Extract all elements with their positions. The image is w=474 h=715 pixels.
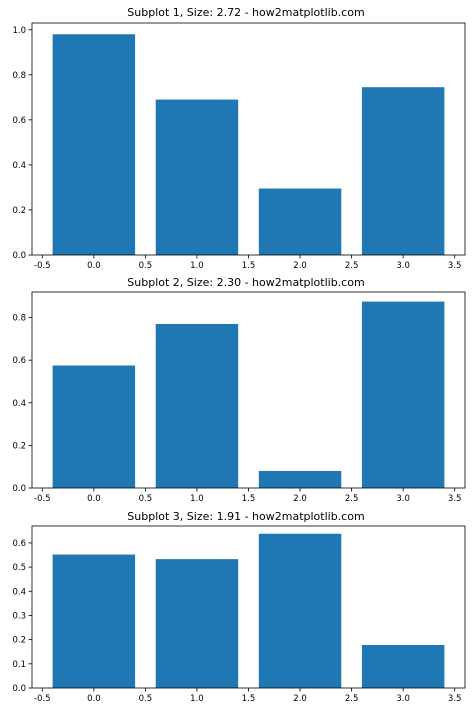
y-tick-label: 0.0 [12,251,26,261]
y-tick-label: 0.3 [12,611,26,621]
y-tick-label: 0.0 [12,684,26,694]
subplot-3-xticks: -0.5 0.0 0.5 1.0 1.5 2.0 2.5 3.0 3.5 [34,688,461,704]
y-tick-label: 0.6 [12,356,26,366]
subplot-2-yticks: 0.0 0.2 0.4 0.6 0.8 [12,314,32,494]
bar [258,470,342,488]
subplot-3-yticks: 0.0 0.1 0.2 0.3 0.4 0.5 0.6 [12,539,32,694]
bar [258,533,342,688]
y-tick-label: 0.4 [12,587,26,597]
subplot-3-frame [31,525,466,689]
subplot-3-title: Subplot 3, Size: 1.91 - how2matplotlib.c… [127,510,364,523]
subplot-2-title: Subplot 2, Size: 2.30 - how2matplotlib.c… [127,276,364,289]
x-tick-label: 2.0 [293,261,307,271]
x-tick-label: 0.5 [139,694,153,704]
x-tick-label: -0.5 [34,261,51,271]
x-tick-label: 3.0 [396,694,410,704]
bar [52,554,136,688]
x-tick-label: 0.0 [87,494,101,504]
x-tick-label: 1.0 [190,494,204,504]
bar [361,87,445,255]
x-tick-label: 0.0 [87,694,101,704]
x-tick-label: 1.0 [190,261,204,271]
subplot-2-frame [31,291,466,489]
y-tick-label: 0.4 [12,399,26,409]
subplot-3-bars [52,533,445,688]
bar [155,559,239,688]
subplot-2: Subplot 2, Size: 2.30 - how2matplotlib.c… [12,276,466,504]
bar [52,365,136,488]
subplot-3: Subplot 3, Size: 1.91 - how2matplotlib.c… [12,510,466,704]
x-tick-label: 0.0 [87,261,101,271]
subplot-1: Subplot 1, Size: 2.72 - how2matplotlib.c… [12,6,466,271]
x-tick-label: 1.5 [242,494,256,504]
y-tick-label: 0.5 [12,563,26,573]
y-tick-label: 0.0 [12,484,26,494]
x-tick-label: 3.0 [396,261,410,271]
y-tick-label: 0.2 [12,636,26,646]
y-tick-label: 0.2 [12,441,26,451]
y-tick-label: 0.1 [12,660,26,670]
x-tick-label: 2.0 [293,694,307,704]
x-tick-label: 0.5 [139,261,153,271]
x-tick-label: 3.5 [448,261,462,271]
x-tick-label: 1.0 [190,694,204,704]
y-tick-label: 1.0 [12,26,26,36]
subplot-1-bars [52,34,445,256]
x-tick-label: 2.5 [345,494,359,504]
bar [155,99,239,256]
bar [361,301,445,488]
x-tick-label: 1.5 [242,694,256,704]
x-tick-label: 3.5 [448,694,462,704]
bar [155,323,239,488]
x-tick-label: -0.5 [34,694,51,704]
y-tick-label: 0.6 [12,116,26,126]
y-tick-label: 0.8 [12,314,26,324]
x-tick-label: 1.5 [242,261,256,271]
bar [258,188,342,255]
x-tick-label: 3.5 [448,494,462,504]
x-tick-label: 2.0 [293,494,307,504]
x-tick-label: 3.0 [396,494,410,504]
subplot-1-frame [31,22,466,256]
y-tick-label: 0.2 [12,206,26,216]
y-tick-label: 0.8 [12,71,26,81]
subplot-2-bars [52,301,445,488]
x-tick-label: 2.5 [345,261,359,271]
y-tick-label: 0.4 [12,161,26,171]
x-tick-label: 2.5 [345,694,359,704]
subplot-2-xticks: -0.5 0.0 0.5 1.0 1.5 2.0 2.5 3.0 3.5 [34,488,461,504]
bar [52,34,136,256]
subplot-1-title: Subplot 1, Size: 2.72 - how2matplotlib.c… [127,6,364,19]
subplot-1-yticks: 0.0 0.2 0.4 0.6 0.8 1.0 [12,26,32,261]
bar [361,644,445,688]
y-tick-label: 0.6 [12,539,26,549]
subplot-1-xticks: -0.5 0.0 0.5 1.0 1.5 2.0 2.5 3.0 3.5 [34,255,461,271]
x-tick-label: 0.5 [139,494,153,504]
x-tick-label: -0.5 [34,494,51,504]
